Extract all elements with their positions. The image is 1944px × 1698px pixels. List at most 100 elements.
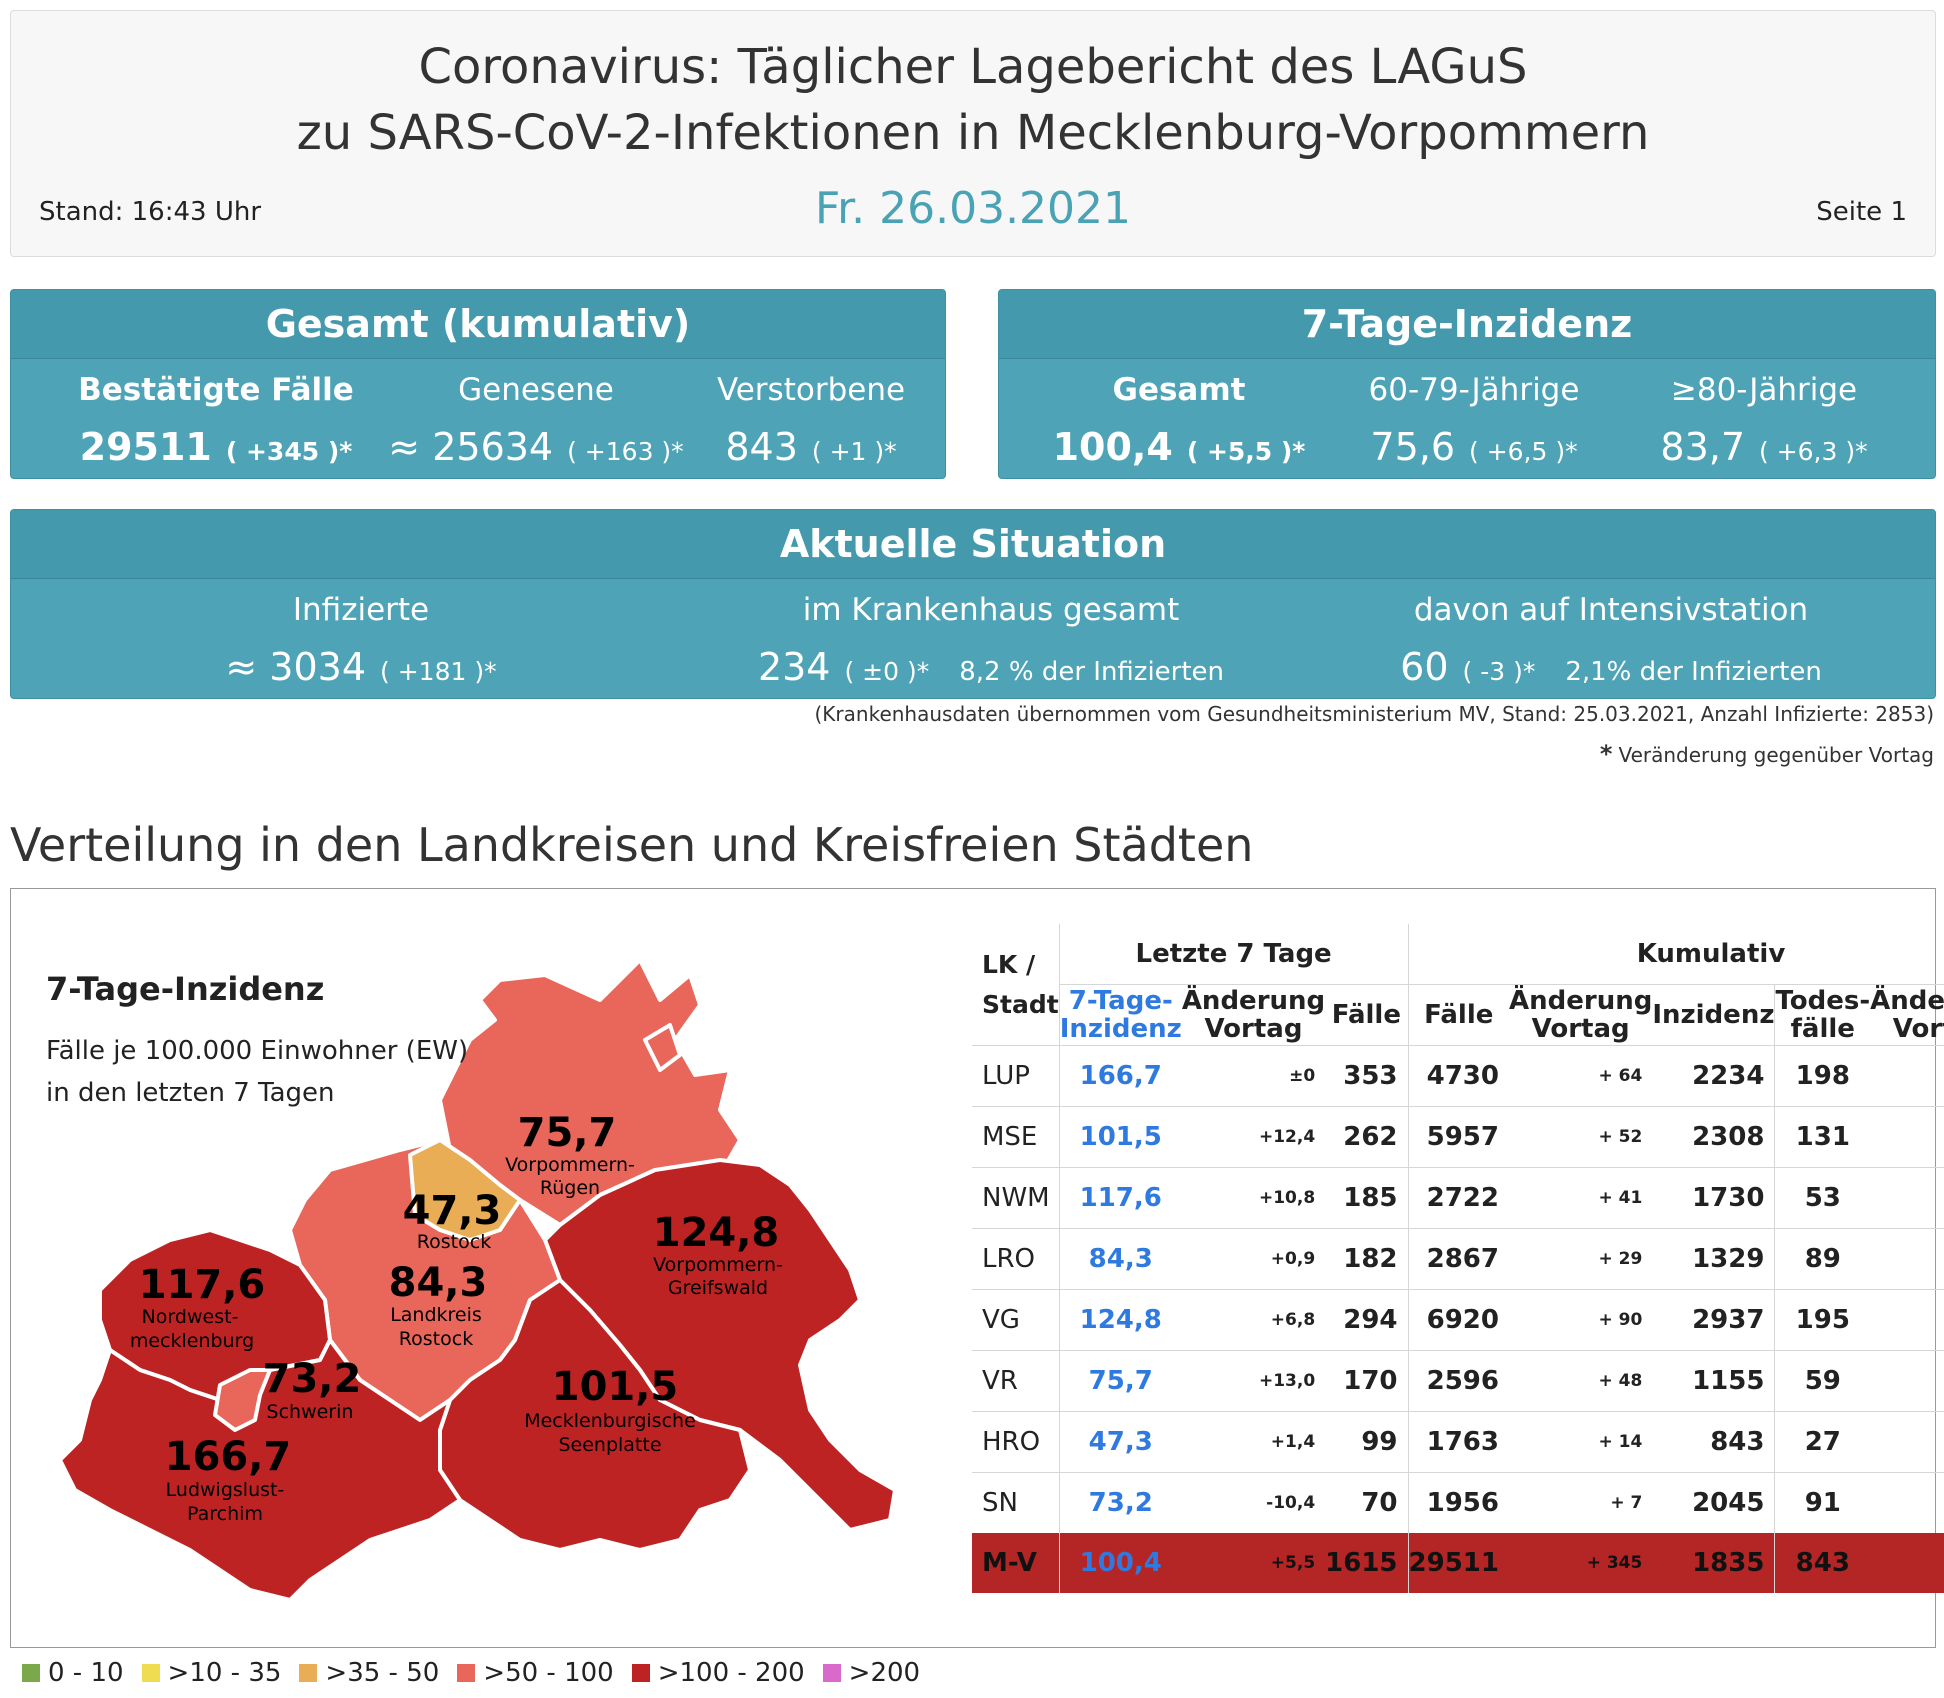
- cell-aenderung: +10,8: [1181, 1167, 1326, 1229]
- stat-value: ≈ 25634: [388, 425, 554, 469]
- header-todesfaelle: Todes-fälle: [1774, 984, 1871, 1046]
- change-note: * Veränderung gegenüber Vortag: [1600, 740, 1934, 768]
- title-line-2: zu SARS-CoV-2-Infektionen in Mecklenburg…: [296, 105, 1650, 161]
- cell-lk: M-V: [972, 1533, 1060, 1593]
- stat-genesene: Genesene ≈ 25634 ( +163 )*: [381, 370, 691, 477]
- header-chg-2: Vortag: [1204, 1014, 1303, 1044]
- stat-value: 234: [757, 645, 831, 689]
- cell-faelle-aenderung: + 52: [1509, 1106, 1653, 1168]
- cell-todesfaelle: 91: [1774, 1472, 1871, 1533]
- stat-value: 83,7: [1660, 425, 1745, 469]
- cell-lk: SN: [972, 1472, 1060, 1533]
- stat-value: 75,6: [1370, 425, 1455, 469]
- cell-faelle-aenderung: + 64: [1509, 1045, 1653, 1107]
- hospital-note: (Krankenhausdaten übernommen vom Gesundh…: [814, 702, 1935, 726]
- map-value-vr: 75,7: [518, 1110, 617, 1156]
- stat-inz-gesamt: Gesamt 100,4 ( +5,5 )*: [1029, 370, 1329, 477]
- map-value-mse: 101,5: [552, 1364, 679, 1410]
- cell-todesfaelle: 131: [1774, 1106, 1871, 1168]
- cell-lk: NWM: [972, 1167, 1060, 1229]
- cell-faelle7: 182: [1325, 1228, 1409, 1290]
- cell-faelle7: 185: [1325, 1167, 1409, 1229]
- cell-faelle7: 353: [1325, 1045, 1409, 1107]
- legend-item: >10 - 35: [141, 1658, 282, 1688]
- header-faelle: Fälle: [1407, 984, 1509, 1046]
- cell-faelle-aenderung: + 29: [1509, 1228, 1653, 1290]
- map-region-hro: [408, 1138, 522, 1242]
- stat-change: ( +1 )*: [811, 437, 897, 466]
- cell-todesfaelle: 195: [1774, 1289, 1871, 1351]
- stat-krankenhaus: im Krankenhaus gesamt 234 ( ±0 )* 8,2 % de…: [711, 590, 1271, 697]
- change-note-text: Veränderung gegenüber Vortag: [1618, 743, 1934, 767]
- cell-tod-aenderung: + 0: [1870, 1167, 1944, 1229]
- card-inzidenz: 7-Tage-Inzidenz Gesamt 100,4 ( +5,5 )* 60…: [998, 289, 1936, 479]
- stat-change: ( -3 )*: [1462, 657, 1536, 686]
- page-number: Seite 1: [1816, 197, 1907, 227]
- cell-faelle: 2722: [1407, 1167, 1509, 1229]
- header-stadt: Stadt: [982, 989, 1059, 1019]
- cell-tod-aenderung: + 1: [1870, 1045, 1944, 1107]
- cell-lk: MSE: [972, 1106, 1060, 1168]
- map-title: 7-Tage-Inzidenz: [46, 970, 325, 1008]
- legend-label: >10 - 35: [167, 1658, 282, 1688]
- map-name-lro: Landkreis: [390, 1304, 482, 1326]
- legend-item: >35 - 50: [299, 1658, 439, 1688]
- cell-faelle7: 294: [1325, 1289, 1409, 1351]
- map-name-mse-2: Seenplatte: [558, 1434, 661, 1456]
- cell-faelle7: 170: [1325, 1350, 1409, 1412]
- map-name-nwm-2: mecklenburg: [130, 1330, 254, 1352]
- legend-swatch: [299, 1664, 318, 1682]
- map-name-lup: Ludwigslust-: [166, 1479, 285, 1501]
- cell-faelle7: 99: [1325, 1411, 1409, 1473]
- cell-faelle7: 70: [1325, 1472, 1409, 1533]
- cell-inzidenz7: 101,5: [1058, 1106, 1182, 1168]
- stat-label: Bestätigte Fälle: [78, 372, 354, 408]
- map-name-sn: Schwerin: [267, 1401, 354, 1423]
- section-title: Verteilung in den Landkreisen und Kreisf…: [10, 818, 1254, 872]
- map-name-vr-2: Rügen: [540, 1177, 600, 1199]
- district-map: 75,7 Vorpommern- Rügen 47,3 Rostock 124,…: [58, 958, 897, 1602]
- cell-faelle: 2596: [1407, 1350, 1509, 1412]
- map-region-mse: [438, 1278, 752, 1552]
- map-name-mse: Mecklenburgische: [524, 1410, 696, 1432]
- card-inzidenz-title: 7-Tage-Inzidenz: [999, 290, 1935, 359]
- stat-change: ( +163 )*: [567, 437, 684, 466]
- legend-item: >50 - 100: [457, 1658, 614, 1688]
- map-value-hro: 47,3: [403, 1188, 502, 1234]
- map-value-lro: 84,3: [389, 1260, 488, 1306]
- legend-swatch: [457, 1664, 476, 1682]
- header-chg-1: Änderung: [1181, 986, 1326, 1016]
- cell-inzidenz: 1329: [1652, 1228, 1775, 1290]
- cell-inzidenz: 1835: [1652, 1533, 1775, 1593]
- map-value-lup: 166,7: [165, 1434, 292, 1480]
- cell-inzidenz: 2234: [1652, 1045, 1775, 1107]
- cell-inzidenz7: 124,8: [1058, 1289, 1182, 1351]
- cell-inzidenz: 843: [1652, 1411, 1775, 1473]
- asterisk: *: [1599, 740, 1613, 768]
- stat-label: Genesene: [458, 372, 614, 408]
- map-name-vg: Vorpommern-: [653, 1254, 783, 1276]
- header-chg-1: Änderung: [1509, 986, 1653, 1016]
- stat-value: 29511: [79, 425, 212, 469]
- cell-inzidenz7: 75,7: [1058, 1350, 1182, 1412]
- district-table: LK / Stadt Letzte 7 Tage Kumulativ 7-Tage…: [972, 924, 1944, 1593]
- stat-change: ( +181 )*: [380, 657, 497, 686]
- cell-faelle: 2867: [1407, 1228, 1509, 1290]
- cell-faelle-aenderung: + 48: [1509, 1350, 1653, 1412]
- report-header: Coronavirus: Täglicher Lagebericht des L…: [10, 10, 1936, 257]
- legend-swatch: [822, 1664, 841, 1682]
- stat-change: ( +6,5 )*: [1469, 437, 1578, 466]
- legend-item: 0 - 10: [22, 1658, 124, 1688]
- cell-aenderung: -10,4: [1181, 1472, 1326, 1533]
- header-aenderung-1: Änderung Vortag: [1181, 984, 1326, 1046]
- cell-aenderung: +13,0: [1181, 1350, 1326, 1412]
- map-value-nwm: 117,6: [139, 1262, 266, 1308]
- map-region-sn: [213, 1368, 272, 1432]
- header-inzidenz: Inzidenz: [1652, 984, 1775, 1046]
- stat-bestaetigte: Bestätigte Fälle 29511 ( +345 )*: [51, 370, 381, 477]
- cell-faelle-aenderung: + 90: [1509, 1289, 1653, 1351]
- header-aenderung-2: Änderung Vortag: [1509, 984, 1653, 1046]
